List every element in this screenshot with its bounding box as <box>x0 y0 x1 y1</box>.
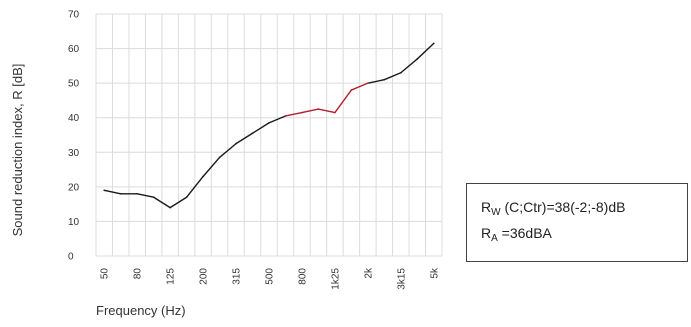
line-segment-800-1000 <box>301 108 320 114</box>
line-segment-2500-3150 <box>383 72 402 81</box>
chart-series <box>103 42 435 209</box>
x-tick-labels: 50 80 125 200 315 500 800 1k25 2k 3k15 5k <box>100 267 441 290</box>
data-point-4000 <box>416 58 419 60</box>
line-segment-250-315 <box>218 142 237 159</box>
data-point-2500 <box>383 78 386 81</box>
line-segment-500-630 <box>268 115 287 124</box>
data-point-800 <box>301 111 303 114</box>
line-segment-200-250 <box>202 156 221 178</box>
x-tick-label-5k: 5k <box>429 267 440 279</box>
ra-subscript: A <box>491 233 498 244</box>
rw-subscript: W <box>491 207 501 218</box>
x-tick-label-1k25: 1k25 <box>330 268 341 290</box>
data-point-250 <box>218 156 221 159</box>
data-point-50 <box>103 189 106 192</box>
x-tick-label-3k15: 3k15 <box>396 268 407 290</box>
line-segment-80-100 <box>136 193 155 198</box>
data-point-200 <box>202 175 204 178</box>
chart-grid <box>95 13 443 257</box>
rw-value: (C;Ctr)=38(-2;-8)dB <box>500 199 626 215</box>
x-tick-label-200: 200 <box>199 268 210 285</box>
line-segment-1250-1600 <box>334 89 353 114</box>
x-tick-label-800: 800 <box>297 268 308 285</box>
x-tick-label-125: 125 <box>166 268 177 285</box>
rating-info-box: RW (C;Ctr)=38(-2;-8)dB RA =36dBA <box>466 183 688 262</box>
line-segment-160-200 <box>185 175 204 198</box>
line-segment-2000-2500 <box>367 78 386 84</box>
line-segment-3150-4000 <box>400 58 418 74</box>
data-point-630 <box>284 115 287 117</box>
y-tick-labels: 0 10 20 30 40 50 60 70 <box>68 10 80 263</box>
ra-value: =36dBA <box>497 225 552 241</box>
x-tick-label-50: 50 <box>100 268 111 280</box>
data-point-1250 <box>334 111 336 114</box>
data-point-63 <box>119 192 122 195</box>
line-segment-400-500 <box>251 122 270 134</box>
y-tick-label-70: 70 <box>68 10 80 21</box>
data-point-315 <box>235 142 237 145</box>
x-tick-label-80: 80 <box>133 268 144 280</box>
x-tick-label-315: 315 <box>232 268 243 285</box>
data-point-1600 <box>350 89 353 91</box>
data-point-2000 <box>367 82 369 84</box>
ra-symbol: R <box>481 225 492 241</box>
data-point-3150 <box>400 71 402 74</box>
data-point-125 <box>169 206 171 209</box>
data-point-500 <box>268 122 270 124</box>
data-point-1000 <box>317 108 320 110</box>
data-point-160 <box>185 196 188 199</box>
data-point-100 <box>152 196 155 199</box>
y-axis-label: Sound reduction index, R [dB] <box>10 64 25 237</box>
rw-rating-line: RW (C;Ctr)=38(-2;-8)dB <box>481 197 687 223</box>
x-axis-label: Frequency (Hz) <box>96 303 186 318</box>
line-segment-50-63 <box>103 189 122 195</box>
line-segment-630-800 <box>284 111 303 117</box>
y-tick-label-30: 30 <box>68 148 80 159</box>
ra-rating-line: RA =36dBA <box>481 223 687 249</box>
y-tick-label-20: 20 <box>68 182 80 193</box>
y-tick-label-40: 40 <box>68 113 80 124</box>
line-segment-1600-2000 <box>350 82 369 91</box>
line-segment-100-125 <box>152 196 171 209</box>
x-tick-label-2k: 2k <box>363 267 374 279</box>
line-segment-1000-1250 <box>317 108 336 114</box>
y-tick-label-0: 0 <box>68 252 74 263</box>
data-point-400 <box>251 132 254 135</box>
line-segment-4000-5000 <box>416 42 435 60</box>
line-segment-315-400 <box>235 132 254 145</box>
rw-symbol: R <box>481 199 492 215</box>
y-tick-label-50: 50 <box>68 79 80 90</box>
data-point-80 <box>136 192 138 195</box>
line-segment-125-160 <box>169 196 188 209</box>
data-point-5000 <box>432 42 435 45</box>
y-tick-label-10: 10 <box>68 217 80 228</box>
y-tick-label-60: 60 <box>68 44 80 55</box>
x-tick-label-500: 500 <box>265 268 276 285</box>
